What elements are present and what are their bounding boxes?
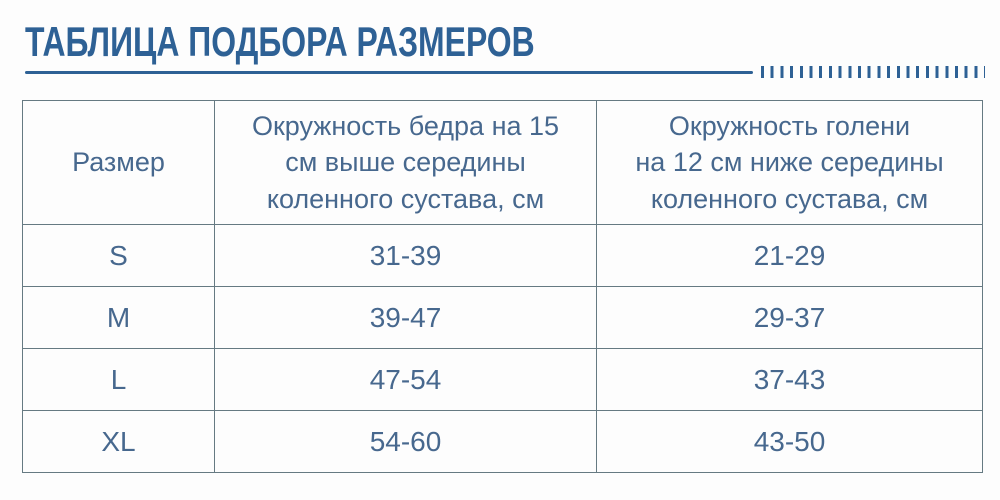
- size-cell: XL: [22, 410, 215, 473]
- table-row: L 47-54 37-43: [22, 348, 983, 411]
- decorative-dashes: [761, 66, 985, 78]
- thigh-value-cell: 47-54: [214, 348, 597, 411]
- table-row: XL 54-60 43-50: [22, 410, 983, 473]
- shin-value-cell: 29-37: [596, 286, 983, 349]
- table-row: M 39-47 29-37: [22, 286, 983, 349]
- table-row: S 31-39 21-29: [22, 224, 983, 287]
- shin-value-cell: 21-29: [596, 224, 983, 287]
- table-header-row: Размер Окружность бедра на 15 см выше се…: [22, 100, 983, 225]
- size-table: Размер Окружность бедра на 15 см выше се…: [22, 100, 983, 473]
- thigh-value-cell: 31-39: [214, 224, 597, 287]
- column-header-shin-circumference: Окружность голени на 12 см ниже середины…: [596, 100, 983, 225]
- column-header-thigh-circumference: Окружность бедра на 15 см выше середины …: [214, 100, 597, 225]
- size-cell: M: [22, 286, 215, 349]
- title-rule: [25, 65, 985, 79]
- size-cell: S: [22, 224, 215, 287]
- shin-value-cell: 43-50: [596, 410, 983, 473]
- page-title: ТАБЛИЦА ПОДБОРА РАЗМЕРОВ: [25, 18, 535, 65]
- shin-value-cell: 37-43: [596, 348, 983, 411]
- column-header-size: Размер: [22, 100, 215, 225]
- thigh-value-cell: 54-60: [214, 410, 597, 473]
- title-underline: [25, 70, 753, 74]
- thigh-value-cell: 39-47: [214, 286, 597, 349]
- size-cell: L: [22, 348, 215, 411]
